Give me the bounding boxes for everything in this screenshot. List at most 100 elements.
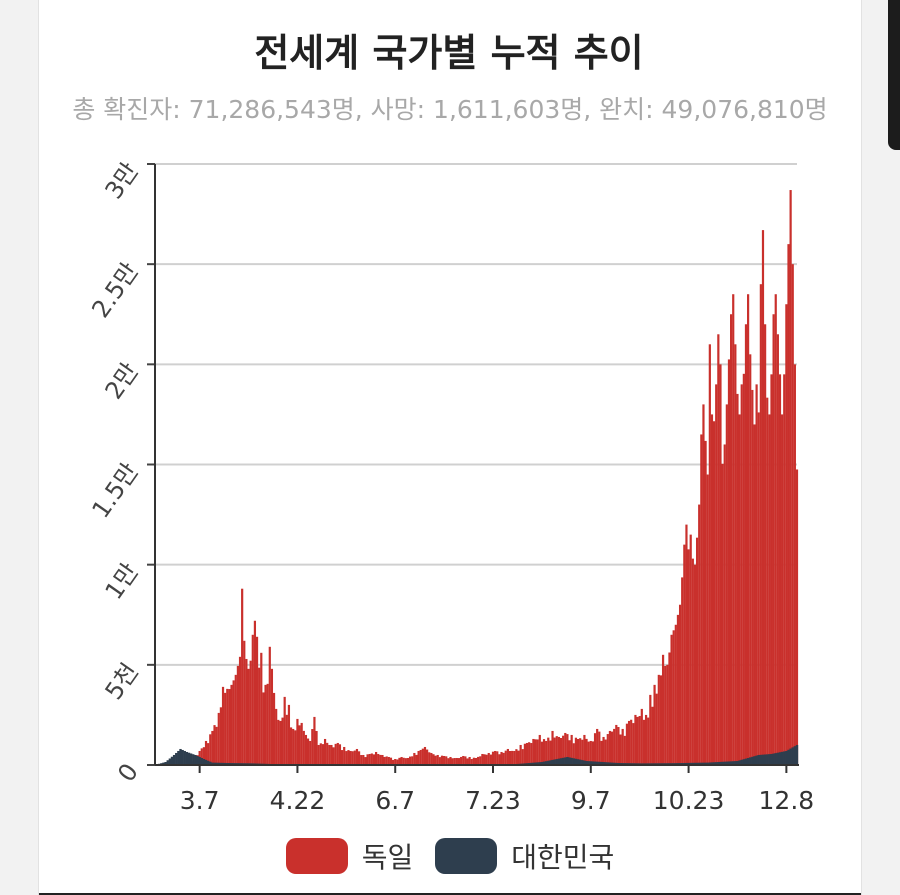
bar [698, 504, 701, 765]
bar [551, 730, 554, 765]
bar [315, 730, 318, 765]
bar [591, 741, 595, 765]
bar [332, 747, 335, 765]
bar [511, 750, 514, 765]
bar [453, 758, 456, 765]
bar [426, 749, 429, 765]
bar [683, 544, 686, 765]
bar [294, 730, 297, 765]
bar [712, 421, 716, 765]
bar [742, 759, 746, 765]
legend-item-korea[interactable]: 대한민국 [435, 836, 614, 876]
bar [791, 747, 794, 765]
bar [211, 730, 214, 765]
bar [366, 754, 369, 765]
bar [553, 759, 556, 765]
bar [281, 717, 284, 765]
legend-item-germany[interactable]: 독일 [285, 836, 413, 876]
bar [598, 761, 601, 765]
bar [647, 717, 650, 765]
bar [202, 747, 205, 765]
bar [472, 757, 475, 765]
bar [379, 754, 382, 765]
bar [672, 630, 675, 765]
bar [664, 665, 667, 765]
bar [657, 674, 660, 765]
bar [732, 761, 735, 765]
bar [768, 414, 771, 765]
bar [306, 738, 310, 765]
bar [428, 752, 431, 765]
bar [776, 752, 780, 765]
bar [617, 727, 620, 765]
bar [209, 761, 212, 765]
bar [532, 762, 535, 765]
bar [215, 762, 218, 765]
bar [389, 757, 393, 765]
x-tick-label: 12.8 [759, 786, 815, 815]
bar [712, 762, 716, 765]
bar [534, 739, 537, 765]
bar [551, 759, 554, 765]
bar [536, 762, 539, 765]
bar [494, 750, 497, 765]
subtitle-clip: 총 확진자: 71,286,543명, 사망: 1,611,603명, 완치: … [62, 80, 838, 130]
bar [789, 190, 792, 765]
bar [542, 761, 546, 765]
bar [564, 732, 567, 765]
bar [787, 244, 790, 766]
bar [470, 759, 473, 765]
bar [253, 620, 257, 765]
bar [162, 762, 165, 765]
bar [757, 412, 760, 765]
bar [508, 751, 512, 765]
bar [598, 731, 601, 765]
bar [723, 761, 726, 765]
bar [206, 760, 210, 765]
bar [740, 384, 743, 765]
bar [468, 756, 471, 765]
bar [702, 404, 705, 765]
bar [238, 656, 242, 765]
bar [264, 684, 267, 765]
bar [719, 761, 722, 765]
bar [296, 718, 299, 765]
legend: 독일 대한민국 [0, 836, 900, 876]
bar [753, 424, 756, 765]
bar [593, 733, 597, 765]
bar [602, 762, 605, 765]
bar [770, 753, 773, 765]
bar [557, 758, 561, 765]
bar [678, 604, 682, 765]
bar [491, 751, 495, 765]
bar [364, 757, 367, 765]
bar [576, 759, 580, 765]
bar [606, 762, 610, 765]
bar [434, 755, 437, 765]
bar [538, 762, 541, 765]
bar [570, 734, 573, 765]
bar [757, 754, 760, 765]
bar [685, 524, 688, 765]
bar [587, 741, 590, 765]
bar [481, 753, 484, 765]
bar [340, 750, 344, 765]
bar [213, 762, 216, 765]
bar [783, 374, 786, 765]
bar [196, 755, 199, 765]
bar [613, 728, 616, 765]
bar [776, 334, 779, 765]
bar [608, 762, 612, 765]
bar [172, 754, 176, 765]
bar [445, 756, 448, 765]
bar [744, 758, 748, 765]
bar [700, 434, 703, 765]
bar [440, 755, 444, 765]
bar [736, 760, 739, 765]
bar [793, 746, 797, 765]
bar [723, 444, 726, 765]
bar [655, 693, 658, 765]
bar [226, 688, 229, 765]
bar [700, 762, 703, 765]
bar [683, 762, 686, 765]
